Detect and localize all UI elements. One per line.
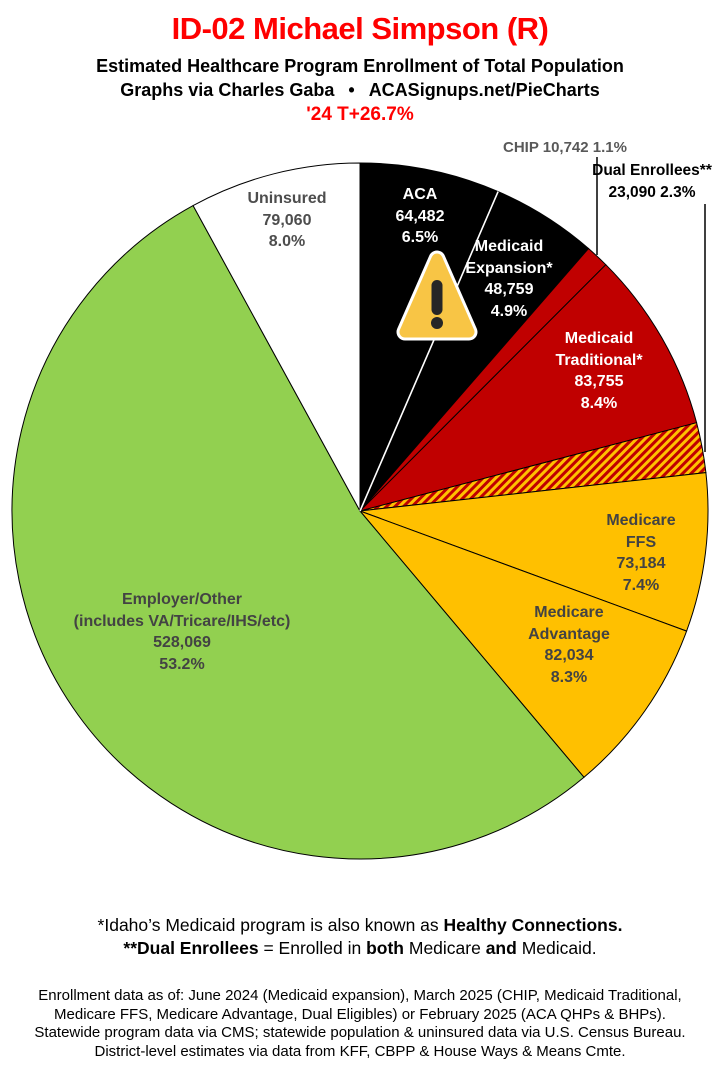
source-line: Medicare FFS, Medicare Advantage, Dual E…: [54, 1005, 666, 1023]
pie-slice-uninsured: [192, 162, 361, 512]
pie-slice-medicare-advantage: [358, 509, 688, 779]
footnote-medicaid: *Idaho’s Medicaid program is also known …: [97, 915, 623, 935]
pie-slice-medicaid-traditional: [358, 263, 698, 512]
footnote-dual: **Dual Enrollees = Enrolled in both Medi…: [123, 938, 597, 958]
callout-dual-enrollees: Dual Enrollees** 23,090 2.3%: [592, 160, 712, 204]
data-source-block: Enrollment data as of: June 2024 (Medica…: [0, 987, 720, 1061]
site-text: ACASignups.net/PieCharts: [368, 80, 600, 100]
pie-label-uninsured: Uninsured 79,060 8.0%: [247, 190, 327, 250]
footnotes: *Idaho’s Medicaid program is also known …: [0, 914, 720, 960]
warning-triangle-icon: [396, 250, 478, 341]
pie-chart: [11, 157, 709, 860]
pie-label-employer-other-includes-va-tricare-ihs-etc: Employer/Other (includes VA/Tricare/IHS/…: [73, 591, 291, 673]
source-line: Enrollment data as of: June 2024 (Medica…: [38, 987, 682, 1004]
chart-subtitle: Estimated Healthcare Program Enrollment …: [96, 56, 624, 76]
pie-slice-employer-other-includes-va-tricare-ihs-etc: [11, 204, 585, 860]
source-line: Statewide program data via CMS; statewid…: [34, 1024, 686, 1041]
source-line: District-level estimates via data from K…: [94, 1042, 626, 1060]
callout-dual-line1: Dual Enrollees**: [592, 162, 712, 179]
pie-label-medicare-advantage: Medicare Advantage 82,034 8.3%: [528, 604, 610, 686]
pie-label-aca: ACA 64,482 6.5%: [395, 186, 445, 246]
pie-labels-layer: ACA 64,482 6.5% Medicaid Expansion* 48,75…: [73, 186, 676, 686]
credit-line: Graphs via Charles Gaba • ACASignups.net/P…: [0, 78, 720, 102]
credit-text: Graphs via Charles Gaba: [120, 80, 335, 100]
header: ID-02 Michael Simpson (R) Estimated Heal…: [0, 0, 720, 126]
trend-label: '24 T+26.7%: [306, 104, 414, 125]
callout-dual-line2: 23,090 2.3%: [608, 184, 696, 201]
page-title: ID-02 Michael Simpson (R): [171, 11, 549, 46]
pie-label-medicaid-traditional: Medicaid Traditional* 83,755 8.4%: [555, 330, 643, 412]
pie-slice-medicare-ffs: [359, 472, 709, 632]
bullet-separator-icon: •: [348, 80, 355, 100]
pie-label-medicaid-expansion: Medicaid Expansion* 48,759 4.9%: [465, 238, 553, 320]
pie-label-medicare-ffs: Medicare FFS 73,184 7.4%: [606, 512, 676, 594]
callout-chip: CHIP 10,742 1.1%: [503, 139, 627, 156]
